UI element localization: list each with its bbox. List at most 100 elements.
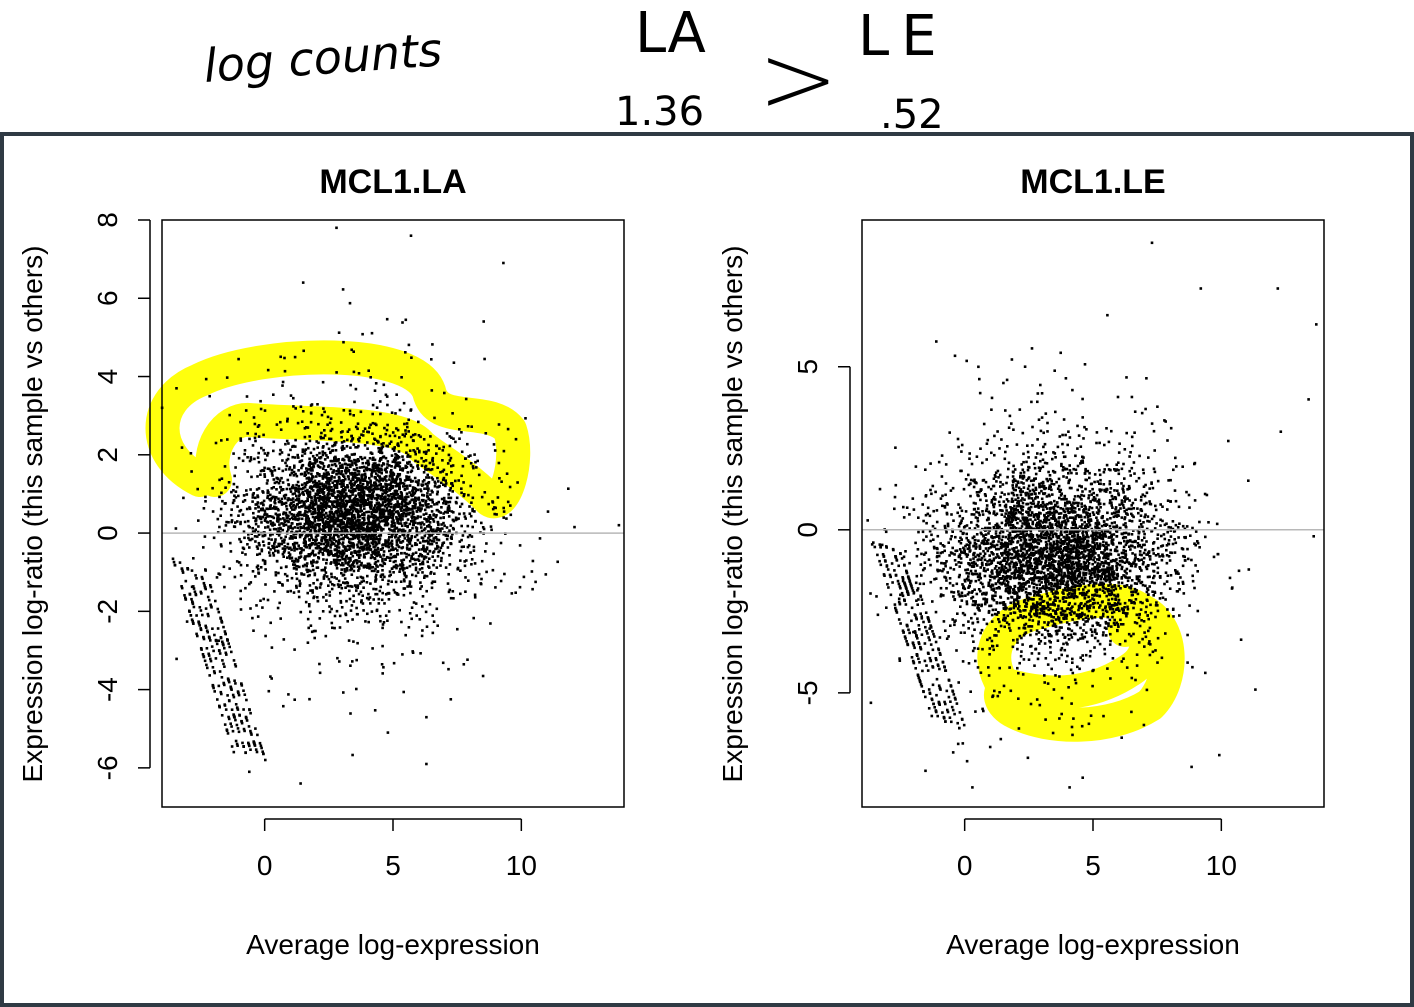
data-point bbox=[364, 534, 368, 537]
data-point bbox=[439, 546, 443, 550]
data-point bbox=[362, 579, 365, 583]
data-point bbox=[351, 488, 355, 492]
data-point bbox=[498, 477, 501, 480]
data-point bbox=[432, 463, 435, 466]
data-point bbox=[336, 528, 339, 531]
data-point bbox=[471, 496, 475, 500]
data-point bbox=[371, 647, 374, 650]
data-point bbox=[318, 671, 322, 675]
data-point bbox=[375, 609, 379, 613]
data-point bbox=[448, 563, 452, 566]
data-point bbox=[270, 646, 274, 649]
data-point bbox=[189, 614, 193, 617]
data-point bbox=[345, 529, 348, 532]
data-point bbox=[338, 503, 342, 506]
data-point bbox=[306, 554, 309, 558]
data-point bbox=[1132, 606, 1135, 610]
data-point bbox=[370, 512, 374, 516]
data-point bbox=[337, 495, 340, 498]
data-point bbox=[321, 498, 325, 502]
data-point bbox=[414, 568, 418, 572]
data-point bbox=[454, 518, 457, 522]
data-point bbox=[283, 549, 286, 553]
data-point bbox=[303, 485, 307, 489]
data-point bbox=[378, 537, 382, 540]
data-point bbox=[248, 546, 251, 549]
data-point bbox=[272, 466, 276, 469]
data-point bbox=[220, 439, 223, 442]
data-point bbox=[391, 431, 395, 434]
data-point bbox=[1046, 532, 1050, 535]
data-point bbox=[212, 670, 216, 673]
data-point bbox=[208, 394, 211, 398]
data-point bbox=[426, 494, 429, 498]
data-point bbox=[235, 560, 239, 563]
data-point bbox=[239, 563, 243, 567]
data-point bbox=[1045, 592, 1049, 595]
data-point bbox=[360, 580, 363, 584]
data-point bbox=[510, 592, 514, 595]
data-point bbox=[330, 607, 333, 611]
data-point bbox=[324, 571, 328, 574]
data-point bbox=[293, 563, 297, 566]
data-point bbox=[386, 423, 389, 427]
data-point bbox=[309, 411, 313, 414]
data-point bbox=[407, 540, 411, 544]
data-point bbox=[328, 513, 332, 517]
data-point bbox=[404, 633, 407, 637]
data-point bbox=[312, 559, 315, 562]
data-point bbox=[337, 507, 340, 511]
data-point bbox=[412, 501, 416, 504]
data-point bbox=[1071, 530, 1074, 533]
data-point bbox=[235, 485, 239, 489]
data-point bbox=[372, 545, 375, 549]
data-point bbox=[466, 535, 470, 539]
data-point bbox=[362, 553, 366, 556]
data-point bbox=[243, 693, 247, 696]
data-point bbox=[1125, 431, 1128, 435]
data-point bbox=[229, 541, 232, 545]
data-point bbox=[332, 525, 335, 528]
data-point bbox=[455, 496, 459, 500]
data-point bbox=[287, 497, 290, 500]
data-point bbox=[365, 467, 369, 471]
data-point bbox=[994, 594, 997, 597]
data-point bbox=[379, 412, 382, 416]
data-point bbox=[217, 639, 221, 642]
data-point bbox=[239, 522, 242, 526]
data-point bbox=[228, 645, 231, 649]
data-point bbox=[383, 602, 386, 605]
data-point bbox=[332, 558, 336, 562]
data-point bbox=[368, 489, 371, 493]
data-point bbox=[359, 481, 362, 484]
data-point bbox=[340, 435, 343, 439]
data-point bbox=[994, 628, 997, 631]
data-point bbox=[384, 543, 387, 546]
data-point bbox=[361, 513, 364, 516]
data-point bbox=[342, 551, 346, 555]
data-point bbox=[331, 463, 334, 467]
data-point bbox=[462, 481, 465, 484]
data-point bbox=[394, 497, 398, 500]
data-point bbox=[941, 494, 944, 498]
data-point bbox=[335, 562, 339, 565]
data-point bbox=[385, 317, 389, 321]
data-point bbox=[344, 524, 348, 528]
data-point bbox=[297, 494, 301, 498]
data-point bbox=[254, 727, 257, 730]
data-point bbox=[340, 537, 343, 541]
data-point bbox=[447, 493, 450, 496]
data-point bbox=[414, 459, 417, 463]
data-point bbox=[266, 598, 270, 602]
data-point bbox=[1093, 473, 1097, 476]
data-point bbox=[1028, 578, 1031, 581]
data-point bbox=[317, 441, 320, 445]
data-point bbox=[397, 538, 401, 542]
data-point bbox=[231, 501, 235, 505]
data-point bbox=[325, 476, 329, 480]
data-point bbox=[237, 514, 240, 517]
data-point bbox=[337, 540, 341, 544]
data-point bbox=[345, 535, 348, 538]
data-point bbox=[277, 477, 280, 481]
data-point bbox=[347, 522, 350, 525]
